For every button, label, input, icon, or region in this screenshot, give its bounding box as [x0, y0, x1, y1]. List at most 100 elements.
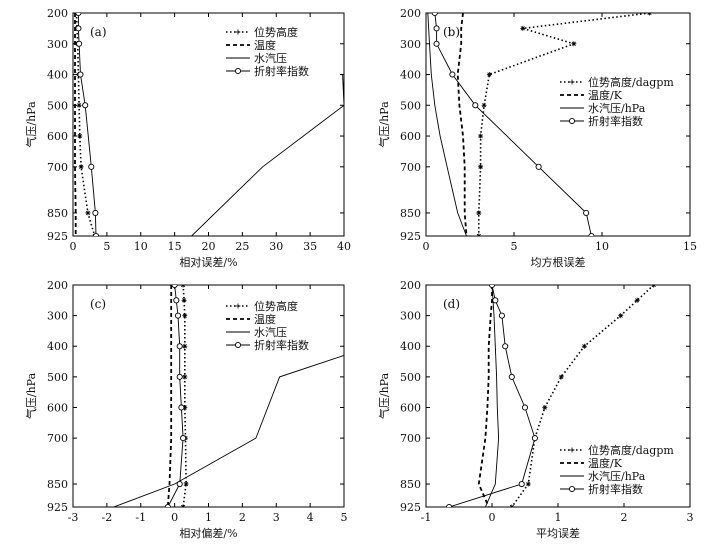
- x-tick-label: -1: [421, 511, 432, 524]
- data-point: [174, 312, 182, 319]
- y-tick-label: 300: [400, 38, 421, 51]
- data-point: [76, 40, 83, 47]
- x-axis-label: 相对误差/%: [179, 255, 237, 269]
- panel-label: (b): [443, 25, 460, 39]
- data-point: [651, 285, 657, 288]
- data-point: [481, 102, 487, 108]
- x-tick-label: 0: [70, 240, 77, 253]
- legend-marker: [234, 67, 242, 75]
- x-tick-label: 4: [307, 511, 314, 524]
- legend-label: 温度: [254, 312, 276, 326]
- legend-marker: [569, 79, 575, 85]
- data-point: [449, 71, 456, 78]
- data-point: [182, 313, 188, 319]
- y-axis-label: 气压/hPa: [24, 101, 38, 148]
- x-tick-label: 15: [683, 240, 697, 253]
- data-point: [588, 232, 595, 236]
- y-tick-label: 400: [47, 340, 68, 353]
- y-tick-label: 200: [400, 7, 421, 20]
- panel-2: 0 5 10 15 200 300 400 500 600 700 850 925 均方根误差 气压/hP…: [377, 7, 697, 269]
- data-point: [478, 133, 484, 139]
- plot-frame: [72, 12, 345, 237]
- series-line: [448, 285, 536, 507]
- panel-3: -3 -2 -1 0 1 2 3 4 5 200 300 400 500 600 700 850 925 相对偏差…: [24, 279, 348, 540]
- y-axis-label: 气压/hPa: [24, 372, 38, 419]
- y-tick-label: 925: [47, 501, 68, 514]
- legend-label: 位势高度: [254, 25, 298, 39]
- y-tick-label: 300: [400, 310, 421, 323]
- series-2: [74, 13, 77, 236]
- data-point: [77, 133, 83, 139]
- data-point: [180, 285, 186, 288]
- data-point: [472, 102, 479, 109]
- x-axis-label: 均方根误差: [531, 255, 586, 269]
- legend-label: 折射率指数: [588, 482, 643, 496]
- legend-label: 折射率指数: [588, 114, 643, 128]
- data-point: [476, 210, 482, 216]
- data-point: [535, 163, 542, 170]
- data-point: [558, 374, 564, 380]
- data-point: [647, 13, 653, 16]
- x-tick-label: 0: [423, 240, 430, 253]
- data-point: [492, 297, 499, 304]
- series-line: [484, 285, 500, 507]
- x-tick-label: 5: [341, 511, 348, 524]
- legend-label: 温度: [254, 38, 276, 52]
- series-line: [77, 13, 97, 236]
- plot-frame: [72, 284, 345, 508]
- legend-label: 水汽压: [254, 325, 287, 339]
- data-point: [509, 504, 515, 507]
- data-point: [176, 343, 183, 350]
- data-point: [85, 210, 91, 216]
- series-line: [427, 13, 467, 236]
- legend-marker: [234, 341, 242, 349]
- data-point: [634, 297, 640, 303]
- plot-frame: [425, 284, 691, 508]
- series-2: [456, 13, 468, 236]
- y-axis-label: 气压/hPa: [377, 372, 391, 419]
- x-tick-label: 3: [273, 511, 280, 524]
- series-line: [113, 354, 344, 507]
- legend-label: 位势高度: [254, 299, 298, 313]
- legend-marker: [569, 447, 575, 453]
- series-2: [477, 285, 493, 507]
- legend-label: 折射率指数: [254, 64, 309, 78]
- data-point: [183, 481, 189, 487]
- x-tick-label: 30: [269, 240, 283, 253]
- series-line: [477, 285, 493, 507]
- x-tick-label: 35: [303, 240, 317, 253]
- data-point: [476, 233, 482, 236]
- y-tick-label: 700: [47, 432, 68, 445]
- x-tick-label: 20: [202, 240, 216, 253]
- legend-marker: [235, 29, 241, 35]
- y-tick-label: 925: [400, 230, 421, 243]
- series-line: [511, 285, 655, 507]
- panel-label: (d): [443, 297, 460, 311]
- y-tick-label: 500: [47, 371, 68, 384]
- y-tick-label: 200: [47, 7, 68, 20]
- data-point: [488, 285, 496, 289]
- data-point: [176, 480, 183, 488]
- y-tick-label: 500: [47, 99, 68, 112]
- legend-marker: [568, 485, 576, 493]
- data-point: [180, 435, 187, 442]
- series-4: [75, 13, 100, 236]
- y-tick-label: 850: [400, 478, 421, 491]
- series-line: [166, 285, 173, 507]
- data-point: [92, 209, 99, 216]
- series-3: [427, 13, 467, 236]
- series-line: [74, 13, 77, 236]
- x-tick-label: 2: [239, 511, 246, 524]
- y-tick-label: 850: [47, 478, 68, 491]
- legend-label: 折射率指数: [254, 338, 309, 352]
- y-tick-label: 850: [400, 207, 421, 220]
- panel-4: -1 0 1 2 3 200 300 400 500 600 700 850 925 平均误差 气压/hPa…: [377, 279, 694, 540]
- y-tick-label: 300: [47, 38, 68, 51]
- series-line: [167, 285, 184, 507]
- series-3: [191, 74, 344, 236]
- panel-label: (c): [90, 297, 106, 311]
- data-point: [182, 374, 188, 380]
